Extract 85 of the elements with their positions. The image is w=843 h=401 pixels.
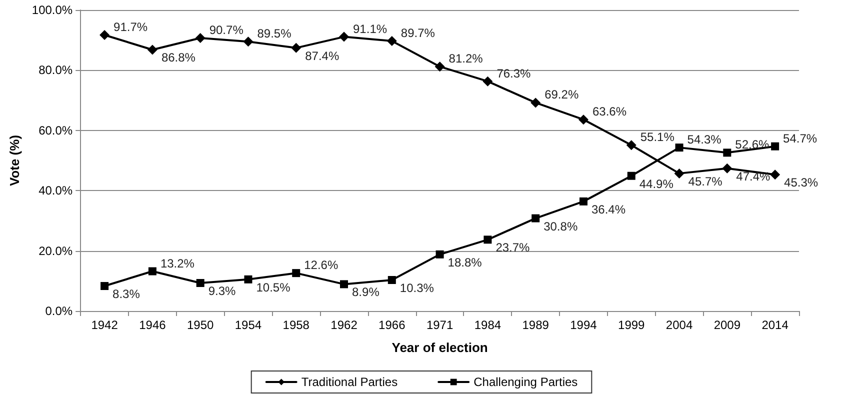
data-label: 36.4% — [591, 202, 626, 216]
data-label: 45.3% — [784, 176, 818, 190]
point — [436, 250, 444, 258]
point — [722, 163, 732, 174]
point — [148, 267, 156, 276]
data-label: 9.3% — [208, 284, 236, 298]
point — [195, 32, 206, 43]
point — [771, 142, 780, 150]
point — [388, 276, 396, 284]
point — [386, 36, 397, 46]
data-label: 91.1% — [353, 22, 388, 36]
x-tick-label: 1966 — [378, 318, 406, 332]
data-label: 8.9% — [352, 285, 380, 300]
data-label: 23.7% — [496, 240, 530, 255]
legend-label: Challenging Parties — [474, 375, 578, 389]
x-tick-label: 1946 — [139, 318, 166, 332]
data-label: 8.3% — [112, 287, 140, 302]
y-tick-label: 60.0% — [38, 123, 73, 138]
point — [434, 62, 445, 72]
data-label: 89.7% — [400, 26, 436, 40]
point — [291, 42, 302, 53]
data-label: 13.2% — [160, 256, 195, 270]
point — [339, 32, 350, 42]
x-tick-label: 1954 — [234, 318, 262, 332]
x-tick-label: 1984 — [474, 318, 502, 332]
point — [243, 36, 254, 47]
data-label: 87.4% — [305, 48, 340, 63]
data-label: 54.7% — [783, 131, 818, 146]
point — [484, 236, 492, 244]
point — [482, 76, 493, 86]
point — [675, 144, 684, 152]
point — [244, 275, 252, 284]
data-label: 91.7% — [114, 20, 148, 34]
x-tick-label: 1950 — [186, 318, 214, 332]
point — [340, 280, 348, 288]
x-tick-label: 1989 — [522, 318, 550, 332]
x-tick-label: 1962 — [330, 318, 358, 332]
point — [626, 140, 636, 150]
point — [530, 98, 541, 108]
data-label: 30.8% — [544, 219, 578, 234]
data-label: 12.6% — [304, 258, 338, 272]
y-tick-label: 40.0% — [38, 184, 73, 198]
point — [100, 282, 109, 290]
x-tick-label: 2004 — [666, 318, 693, 332]
point — [770, 170, 780, 180]
data-label: 55.1% — [640, 130, 675, 144]
data-label: 69.2% — [544, 88, 579, 102]
x-tick-label: 1999 — [618, 318, 646, 332]
data-label: 10.5% — [256, 280, 291, 294]
data-label: 89.5% — [257, 26, 292, 41]
data-label: 90.7% — [209, 22, 244, 37]
data-label: 86.8% — [161, 50, 196, 65]
data-label: 10.3% — [400, 280, 434, 295]
point — [292, 269, 300, 278]
y-tick-label: 0.0% — [45, 304, 73, 318]
point — [578, 114, 588, 125]
x-tick-label: 1958 — [282, 318, 310, 332]
data-label: 76.3% — [496, 66, 532, 80]
y-tick-label: 100.0% — [32, 3, 73, 17]
data-label: 18.8% — [448, 255, 482, 270]
data-label: 52.6% — [735, 138, 770, 152]
point — [627, 172, 636, 180]
x-tick-label: 1971 — [426, 318, 454, 332]
data-label: 54.3% — [687, 132, 722, 147]
point — [100, 30, 110, 40]
data-label: 81.2% — [448, 52, 484, 66]
point — [532, 214, 540, 222]
y-axis-title: Vote (%) — [7, 134, 22, 186]
point — [674, 168, 684, 178]
x-axis-title: Year of election — [392, 340, 488, 355]
point — [723, 148, 732, 157]
data-label: 63.6% — [592, 104, 627, 119]
data-label: 44.9% — [639, 176, 674, 191]
x-tick-label: 1942 — [91, 318, 118, 332]
data-label: 45.7% — [688, 174, 723, 188]
point — [196, 279, 204, 288]
x-tick-label: 2014 — [762, 318, 789, 332]
x-tick-label: 2009 — [714, 318, 741, 332]
x-tick-label: 1994 — [570, 318, 598, 332]
data-label: 47.4% — [736, 169, 771, 184]
legend-label: Traditional Parties — [301, 375, 398, 389]
y-tick-label: 80.0% — [38, 63, 73, 78]
point — [147, 44, 158, 55]
point — [579, 197, 588, 206]
y-tick-label: 20.0% — [38, 244, 73, 258]
